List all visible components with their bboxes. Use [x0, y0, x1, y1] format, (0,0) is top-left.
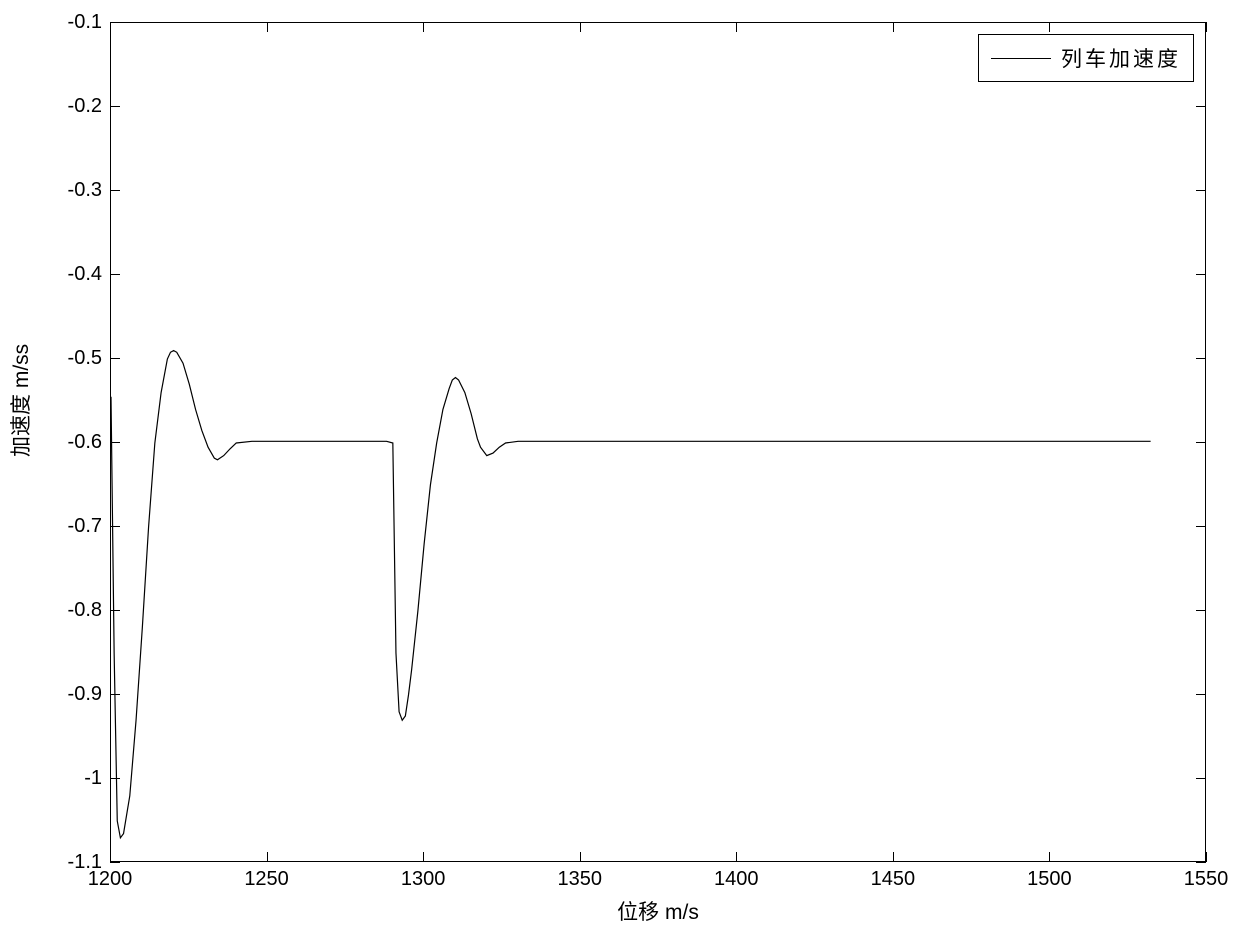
y-tick-label: -0.1	[68, 11, 102, 34]
x-tick-label: 1200	[80, 868, 140, 891]
y-tick-label: -0.3	[68, 179, 102, 202]
legend-label: 列车加速度	[1061, 43, 1181, 73]
x-tick-label: 1350	[550, 868, 610, 891]
x-tick-label: 1500	[1019, 868, 1079, 891]
chart-container: -1.1-1-0.9-0.8-0.7-0.6-0.5-0.4-0.3-0.2-0…	[0, 0, 1240, 951]
x-tick-label: 1450	[863, 868, 923, 891]
x-axis-label: 位移 m/s	[598, 896, 718, 926]
y-tick-label: -0.6	[68, 431, 102, 454]
plot-area	[110, 22, 1206, 862]
y-tick-label: -0.8	[68, 599, 102, 622]
x-tick-label: 1300	[393, 868, 453, 891]
y-tick-label: -0.9	[68, 683, 102, 706]
legend-box: 列车加速度	[978, 34, 1194, 82]
x-tick-label: 1400	[706, 868, 766, 891]
y-tick-label: -0.5	[68, 347, 102, 370]
y-tick-label: -1	[84, 767, 102, 790]
y-axis-label: 加速度 m/ss	[5, 433, 35, 457]
y-tick-label: -0.7	[68, 515, 102, 538]
x-tick-label: 1250	[237, 868, 297, 891]
x-tick-label: 1550	[1176, 868, 1236, 891]
y-tick-label: -0.4	[68, 263, 102, 286]
y-tick-label: -0.2	[68, 95, 102, 118]
legend-line-sample	[991, 58, 1051, 59]
data-line	[111, 23, 1207, 863]
